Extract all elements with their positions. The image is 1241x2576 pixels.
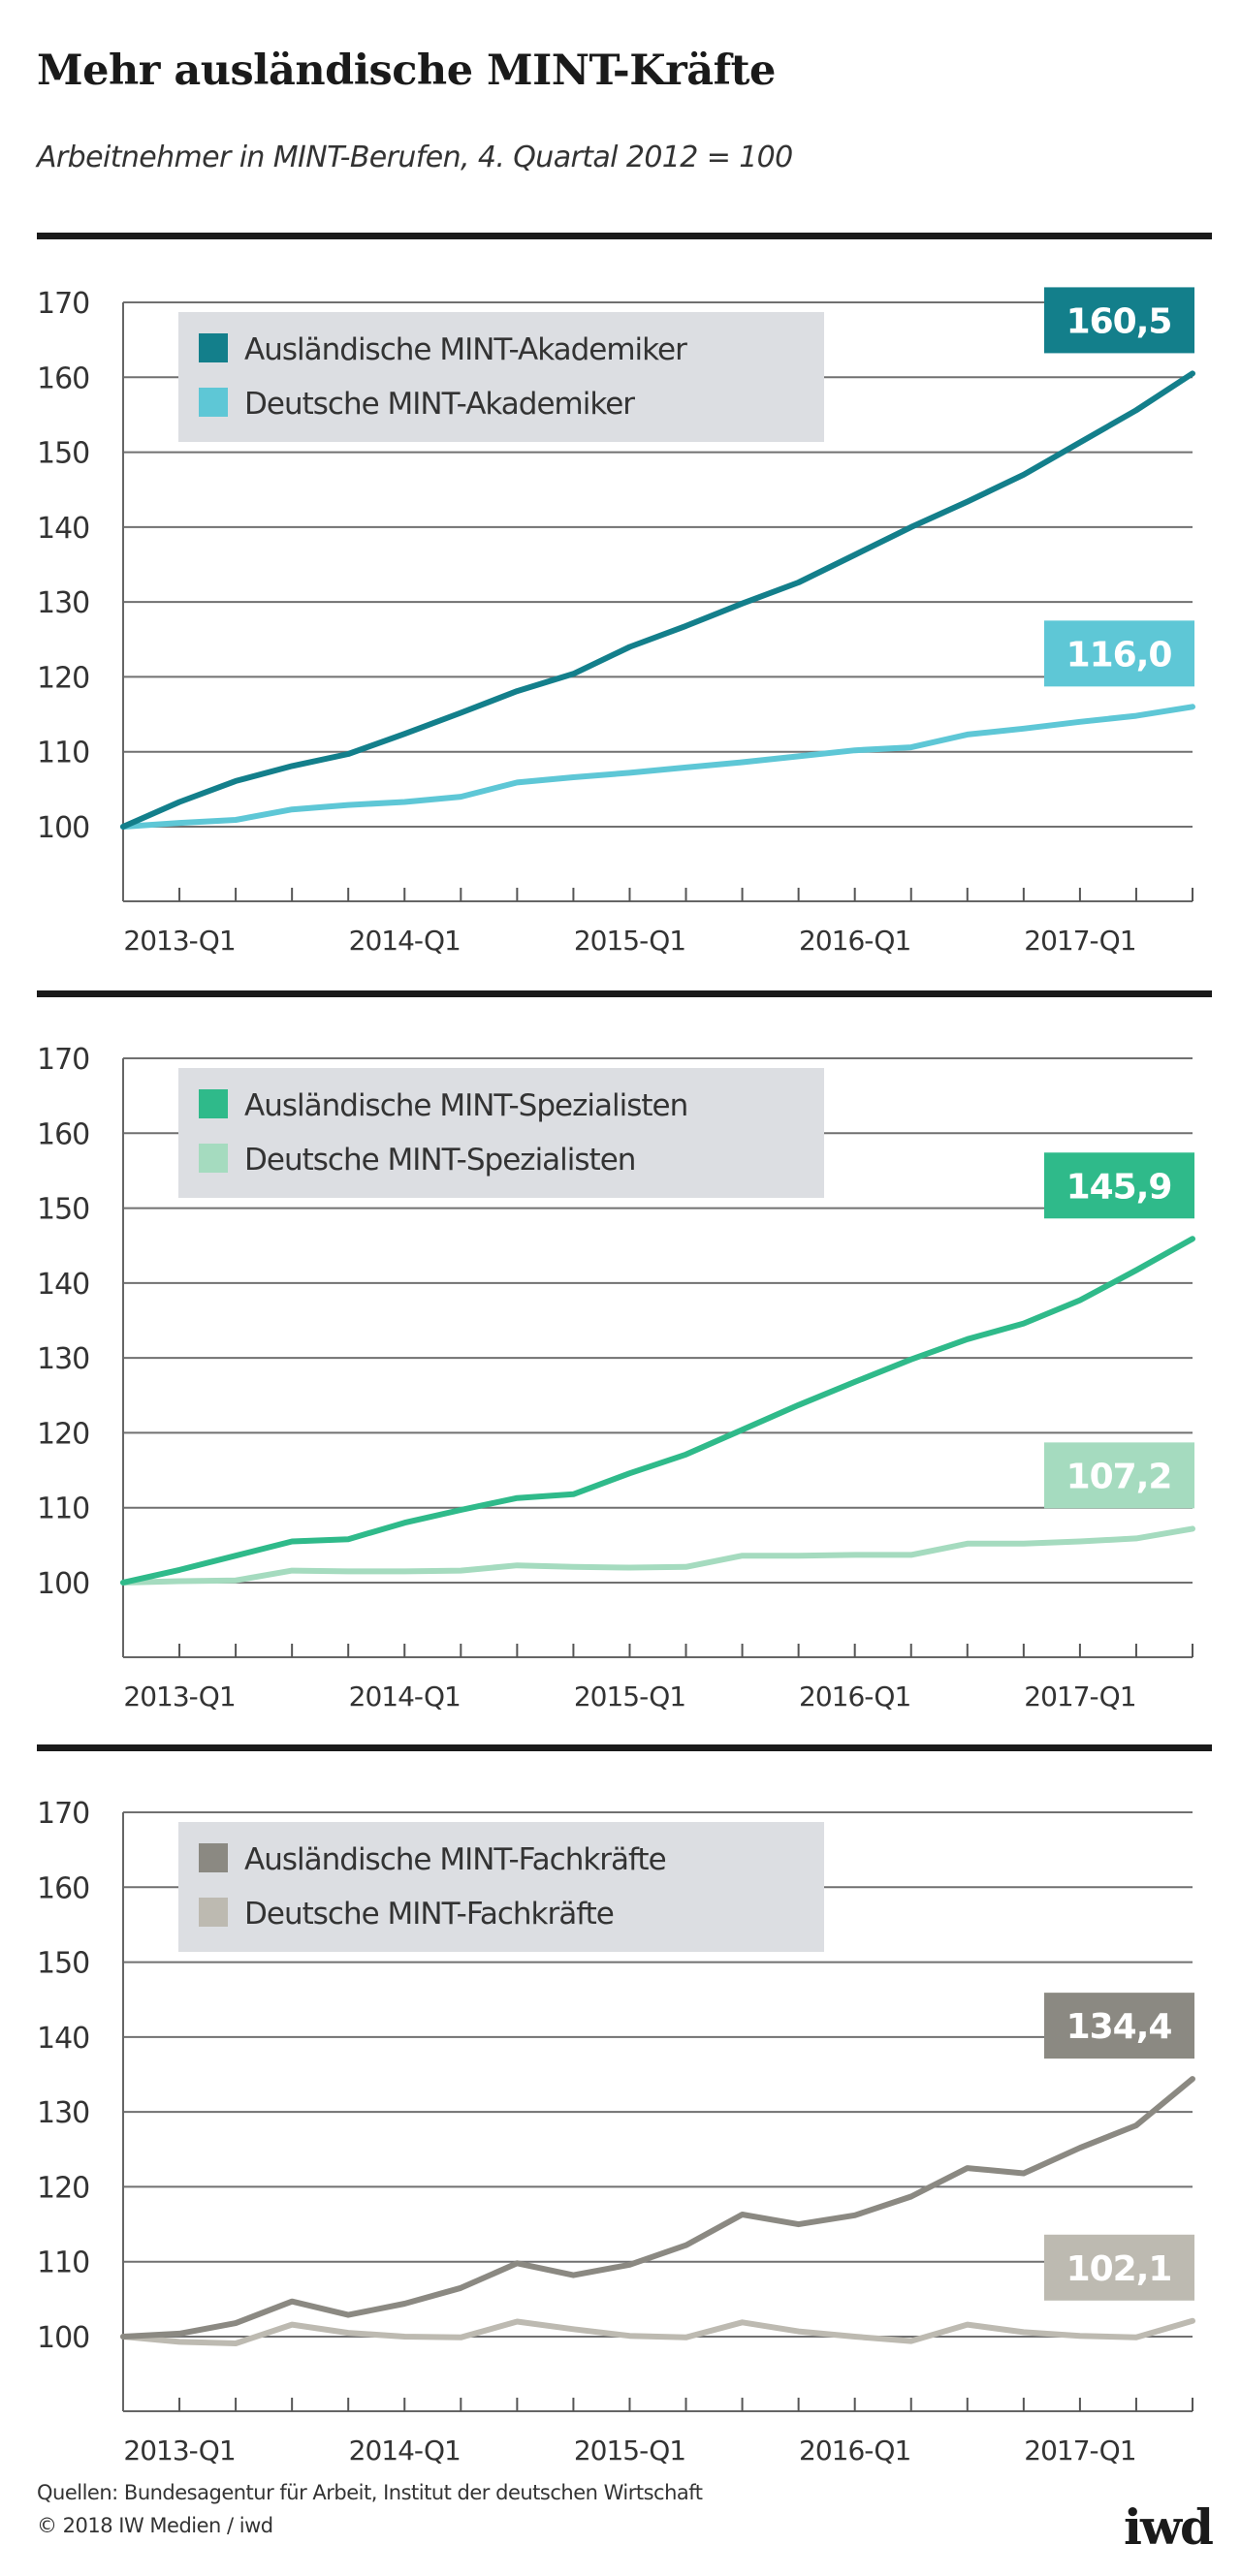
y-tick-label: 140 xyxy=(37,1268,89,1302)
y-tick-label: 130 xyxy=(37,1342,89,1376)
series-line-auslaendisch xyxy=(120,370,1195,830)
legend-label: Deutsche MINT-Akademiker xyxy=(244,387,635,422)
y-tick-label: 130 xyxy=(37,2096,89,2130)
legend-swatch xyxy=(199,1898,228,1927)
y-tick-label: 110 xyxy=(37,737,89,770)
end-value-box xyxy=(1044,620,1194,687)
y-tick-label: 120 xyxy=(37,2171,89,2205)
end-value-box xyxy=(1044,1442,1194,1509)
end-value-box xyxy=(1044,1152,1194,1219)
x-tick-label: 2015-Q1 xyxy=(574,1681,685,1712)
y-tick-label: 120 xyxy=(37,1417,89,1451)
legend: Ausländische MINT-Fachkräfte Deutsche MIN… xyxy=(178,1822,824,1952)
end-value-label: 134,4 xyxy=(1044,1993,1194,2059)
series-line-auslaendisch xyxy=(120,1236,1195,1586)
x-tick-label: 2016-Q1 xyxy=(799,2435,910,2466)
x-tick-label: 2016-Q1 xyxy=(799,1681,910,1712)
legend: Ausländische MINT-Akademiker Deutsche MIN… xyxy=(178,312,824,442)
x-tick-label: 2017-Q1 xyxy=(1024,2435,1135,2466)
legend-swatch xyxy=(199,1089,228,1118)
legend-label: Deutsche MINT-Spezialisten xyxy=(244,1143,635,1178)
y-tick-label: 150 xyxy=(37,1193,89,1227)
legend-label: Deutsche MINT-Fachkräfte xyxy=(244,1897,614,1932)
y-tick-label: 170 xyxy=(37,1797,89,1831)
copyright-note: © 2018 IW Medien / iwd xyxy=(37,2514,273,2537)
chart-title: Mehr ausländische MINT-Kräfte xyxy=(37,47,776,95)
x-tick-label: 2017-Q1 xyxy=(1024,1681,1135,1712)
end-value-label: 145,9 xyxy=(1044,1152,1194,1219)
legend-label: Ausländische MINT-Fachkräfte xyxy=(244,1842,666,1877)
y-tick-label: 110 xyxy=(37,2246,89,2280)
series-line-auslaendisch xyxy=(120,2076,1195,2340)
legend: Ausländische MINT-Spezialisten Deutsche M… xyxy=(178,1068,824,1198)
legend-swatch xyxy=(199,388,228,417)
y-tick-label: 100 xyxy=(37,2321,89,2355)
iwd-logo: iwd xyxy=(1124,2498,1214,2556)
end-value-label: 107,2 xyxy=(1044,1442,1194,1509)
separator-3 xyxy=(37,1744,1212,1751)
chart-spezialisten: 100 110 120 130 140 150 160 170 2013-Q1 2014-Q1 20… xyxy=(37,1043,1195,1712)
end-value-text: 145,9 xyxy=(1066,1167,1172,1207)
end-value-box xyxy=(1044,1993,1194,2059)
legend-label: Ausländische MINT-Spezialisten xyxy=(244,1088,687,1123)
y-tick-label: 130 xyxy=(37,586,89,620)
x-tick-label: 2015-Q1 xyxy=(574,925,685,957)
legend-swatch xyxy=(199,333,228,362)
x-tick-label: 2014-Q1 xyxy=(349,1681,461,1712)
end-value-label: 116,0 xyxy=(1044,620,1194,687)
end-value-text: 116,0 xyxy=(1066,635,1172,675)
chart-subtitle: Arbeitnehmer in MINT-Berufen, 4. Quartal… xyxy=(37,141,793,174)
end-value-text: 107,2 xyxy=(1066,1457,1172,1496)
y-tick-label: 150 xyxy=(37,437,89,471)
x-tick-label: 2015-Q1 xyxy=(574,2435,685,2466)
x-tick-label: 2016-Q1 xyxy=(799,925,910,957)
y-tick-label: 100 xyxy=(37,1567,89,1601)
separator-2 xyxy=(37,990,1212,997)
end-value-box xyxy=(1044,287,1194,354)
y-tick-label: 110 xyxy=(37,1492,89,1526)
x-tick-label: 2014-Q1 xyxy=(349,2435,461,2466)
y-tick-label: 160 xyxy=(37,1871,89,1905)
end-value-text: 160,5 xyxy=(1066,301,1172,341)
separator-1 xyxy=(37,233,1212,239)
end-value-box xyxy=(1044,2234,1194,2301)
y-tick-label: 100 xyxy=(37,811,89,845)
x-tick-label: 2013-Q1 xyxy=(123,2435,235,2466)
legend-box xyxy=(178,312,824,442)
y-tick-label: 160 xyxy=(37,361,89,395)
end-value-label: 160,5 xyxy=(1044,287,1194,354)
legend-swatch xyxy=(199,1144,228,1173)
x-tick-label: 2014-Q1 xyxy=(349,925,461,957)
x-tick-label: 2017-Q1 xyxy=(1024,925,1135,957)
series-line-deutsch xyxy=(120,1525,1195,1586)
series-line-deutsch xyxy=(120,704,1195,830)
x-tick-label: 2013-Q1 xyxy=(123,925,235,957)
y-tick-label: 140 xyxy=(37,2022,89,2056)
legend-swatch xyxy=(199,1843,228,1872)
chart-akademiker: 100 110 120 130 140 150 160 170 2013-Q1 2014-Q1 20… xyxy=(37,287,1195,957)
legend-label: Ausländische MINT-Akademiker xyxy=(244,332,687,367)
y-tick-label: 120 xyxy=(37,661,89,695)
y-tick-label: 140 xyxy=(37,512,89,546)
end-value-text: 102,1 xyxy=(1066,2249,1172,2289)
source-note: Quellen: Bundesagentur für Arbeit, Insti… xyxy=(37,2481,703,2504)
x-tick-label: 2013-Q1 xyxy=(123,1681,235,1712)
end-value-text: 134,4 xyxy=(1066,2007,1172,2047)
legend-box xyxy=(178,1822,824,1952)
y-tick-label: 150 xyxy=(37,1947,89,1981)
y-tick-label: 170 xyxy=(37,1043,89,1077)
chart-fachkraefte: 100 110 120 130 140 150 160 170 2013-Q1 2014-Q1 20… xyxy=(37,1797,1195,2466)
y-tick-label: 160 xyxy=(37,1117,89,1151)
end-value-label: 102,1 xyxy=(1044,2234,1194,2301)
legend-box xyxy=(178,1068,824,1198)
series-line-deutsch xyxy=(120,2317,1195,2346)
y-tick-label: 170 xyxy=(37,287,89,321)
